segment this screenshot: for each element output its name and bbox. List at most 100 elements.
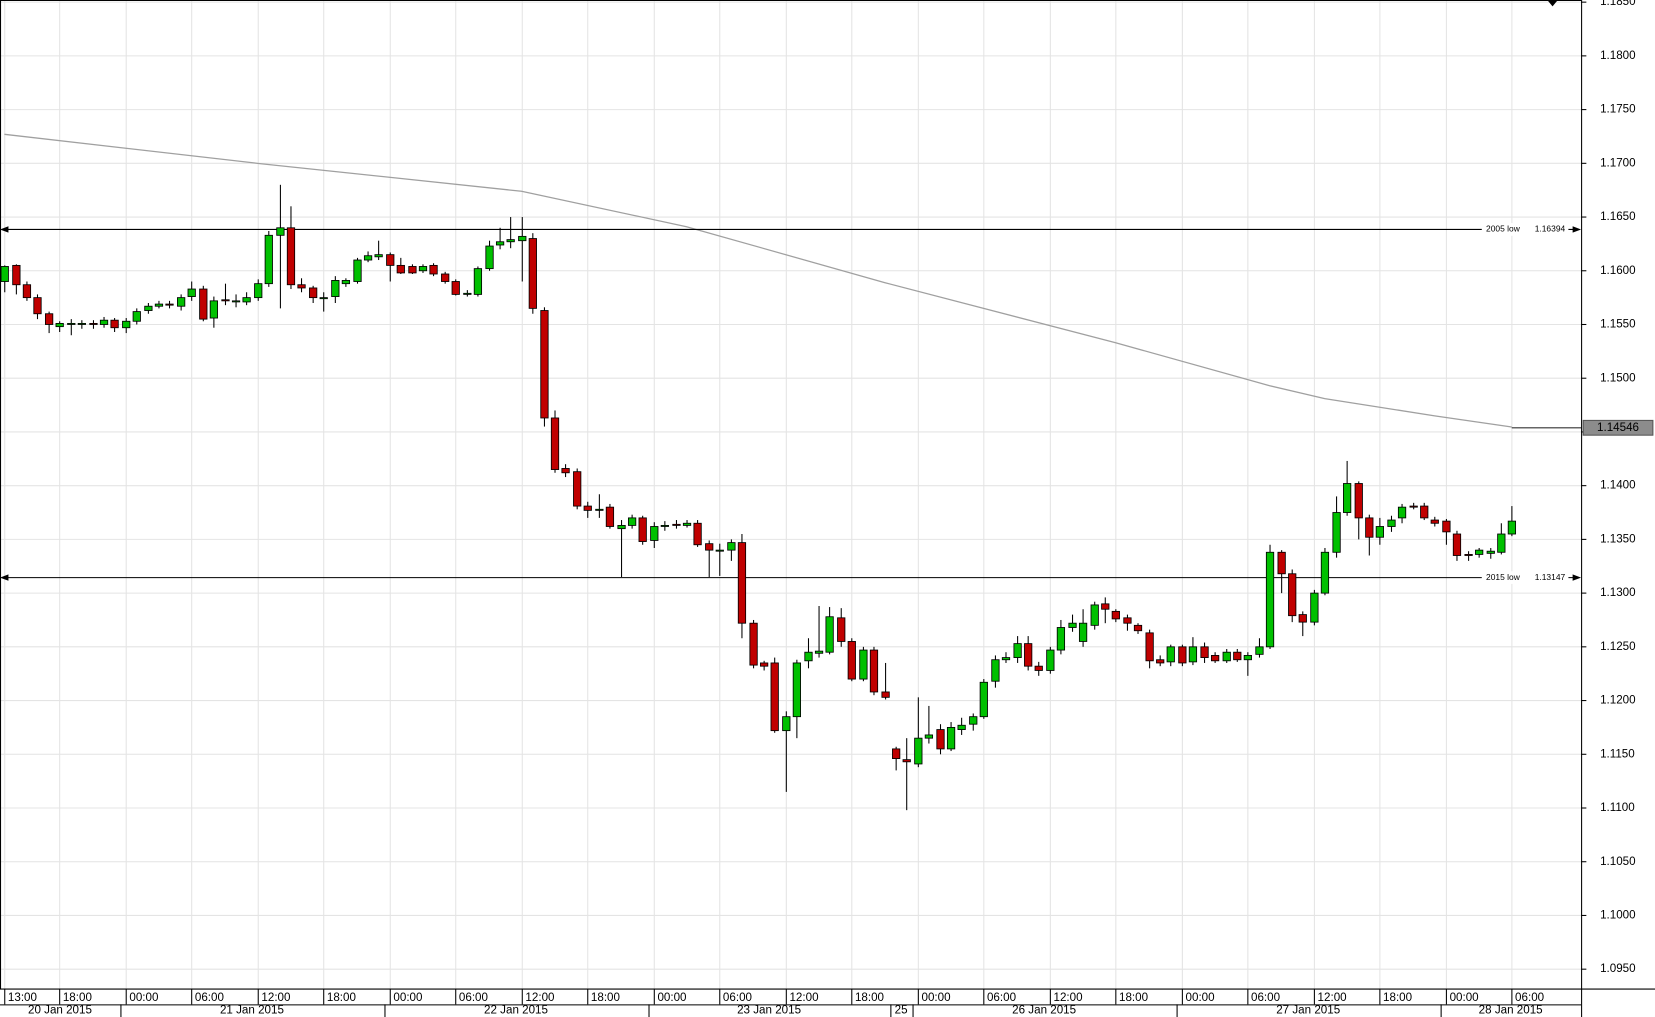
- candle-body: [99, 319, 109, 325]
- candle-body: [573, 471, 582, 507]
- candle-body: [1486, 550, 1495, 554]
- candle-body: [770, 662, 779, 732]
- candle-body: [1200, 646, 1209, 658]
- candle-body: [847, 641, 856, 680]
- candle-body: [1475, 549, 1484, 555]
- y-tick-label: 1.1550: [1600, 318, 1636, 331]
- candle-body: [1222, 651, 1231, 662]
- candle-body: [22, 284, 32, 299]
- candle-body: [1013, 643, 1022, 658]
- candle-body: [715, 549, 724, 552]
- candle-body: [979, 681, 988, 718]
- candle-body: [1145, 632, 1154, 662]
- candle-body: [561, 468, 570, 474]
- candle-body: [825, 616, 834, 653]
- candle-body: [902, 759, 911, 763]
- candle-body: [231, 300, 241, 303]
- date-label: 27 Jan 2015: [1276, 1004, 1340, 1017]
- plot: 2005 low 1.16394 2015 low 1.13147: [0, 133, 1582, 811]
- candle-body: [627, 517, 637, 526]
- date-label: 22 Jan 2015: [484, 1004, 548, 1017]
- y-tick-label: 1.1700: [1600, 156, 1636, 169]
- candle-body: [1265, 551, 1275, 648]
- candle-body: [1255, 646, 1264, 655]
- candle-body: [122, 320, 131, 329]
- candle-body: [485, 245, 494, 270]
- y-tick-label: 1.0950: [1600, 962, 1636, 975]
- candle-body: [177, 297, 186, 307]
- candle-body: [1420, 505, 1429, 519]
- y-tick-label: 1.1000: [1600, 909, 1636, 922]
- candle-body: [55, 322, 64, 328]
- candle-body: [1332, 512, 1341, 553]
- candle-body: [276, 227, 285, 236]
- candle-body: [969, 716, 978, 725]
- x-tick-label: 18:00: [1383, 991, 1412, 1004]
- y-tick-label: 1.1850: [1600, 0, 1636, 8]
- candle-body: [374, 254, 383, 258]
- scroll-marker: [1547, 0, 1558, 7]
- candle-body: [936, 729, 945, 750]
- x-tick-label: 00:00: [129, 991, 158, 1004]
- candle-body: [154, 303, 164, 307]
- y-tick-label: 1.1800: [1600, 49, 1636, 62]
- candle-body: [1056, 627, 1066, 651]
- last-price-label: 1.14546: [1597, 421, 1639, 434]
- candle-body: [319, 297, 328, 300]
- date-label: 28 Jan 2015: [1479, 1004, 1543, 1017]
- x-tick-label: 12:00: [525, 991, 554, 1004]
- candle-body: [1464, 554, 1473, 556]
- candle-body: [518, 235, 527, 242]
- x-tick-label: 06:00: [723, 991, 752, 1004]
- y-tick-label: 1.1350: [1600, 532, 1636, 545]
- candle-body: [1430, 519, 1439, 524]
- candle-body: [495, 241, 505, 246]
- x-tick-label: 00:00: [657, 991, 686, 1004]
- x-tick-label: 13:00: [8, 991, 37, 1004]
- candle-body: [242, 297, 251, 303]
- candle-body: [946, 726, 956, 750]
- y-tick-label: 1.1100: [1600, 801, 1635, 814]
- y-tick-label: 1.1750: [1600, 103, 1636, 116]
- x-tick-label: 06:00: [459, 991, 488, 1004]
- candle-body: [682, 522, 692, 526]
- candle-body: [540, 310, 549, 419]
- candle-body: [441, 273, 450, 282]
- candle-body: [286, 227, 296, 286]
- x-tick-label: 12:00: [789, 991, 818, 1004]
- level-arrow: [1572, 226, 1582, 233]
- x-tick-label: 12:00: [1054, 991, 1083, 1004]
- candle-body: [264, 234, 273, 285]
- candle-body: [187, 288, 196, 297]
- grid: [0, 0, 1582, 989]
- candle-body: [991, 659, 1000, 682]
- candle-body: [1310, 592, 1319, 623]
- level-arrow: [1572, 574, 1582, 581]
- level-arrow: [0, 574, 9, 581]
- candle-body: [1046, 649, 1055, 671]
- x-tick-label: 18:00: [1119, 991, 1148, 1004]
- candle-body: [110, 319, 119, 329]
- candle-body: [660, 524, 669, 527]
- candle-body: [814, 650, 824, 654]
- candle-body: [1133, 624, 1143, 632]
- candle-body: [1210, 655, 1220, 662]
- candle-body: [1101, 603, 1110, 610]
- level-value: 1.16394: [1535, 224, 1566, 234]
- candle-body: [957, 724, 966, 730]
- date-label: 20 Jan 2015: [28, 1004, 92, 1017]
- candle-body: [1354, 483, 1363, 519]
- candle-body: [331, 280, 340, 297]
- x-tick-label: 18:00: [327, 991, 356, 1004]
- x-tick-label: 18:00: [591, 991, 620, 1004]
- x-tick-label: 18:00: [855, 991, 884, 1004]
- y-tick-label: 1.1050: [1600, 855, 1636, 868]
- date-label: 25: [895, 1004, 908, 1017]
- candle-body: [727, 542, 736, 551]
- level-label-bg: [1481, 571, 1569, 584]
- candle-body: [1123, 617, 1132, 624]
- candle-body: [1178, 646, 1187, 664]
- candle-body: [463, 292, 472, 295]
- candle-body: [67, 322, 76, 325]
